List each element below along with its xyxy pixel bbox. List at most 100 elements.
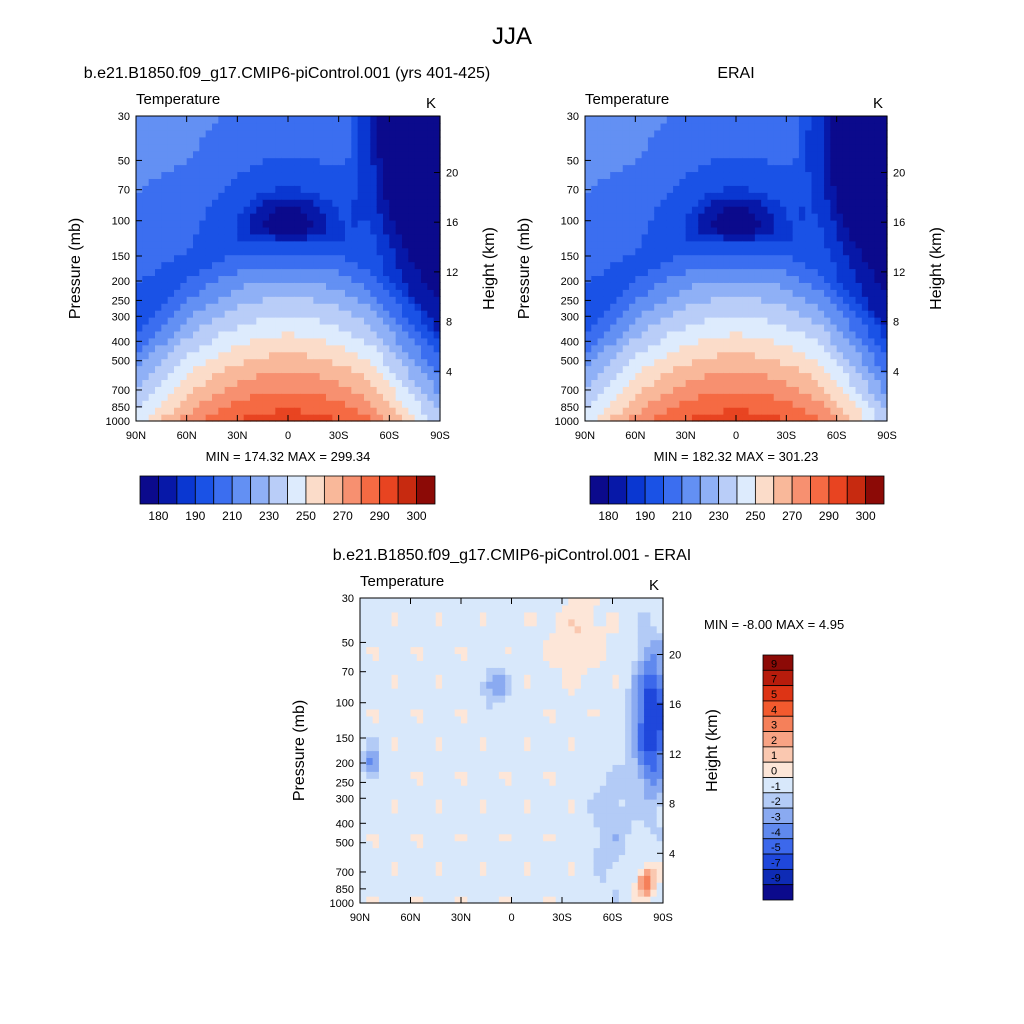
field-cell <box>704 317 712 325</box>
field-cell <box>262 116 270 124</box>
field-cell <box>378 889 386 897</box>
field-cell <box>842 219 850 228</box>
field-cell <box>654 414 662 422</box>
field-cell <box>262 185 270 193</box>
field-cell <box>817 379 825 387</box>
field-cell <box>383 268 390 277</box>
field-cell <box>256 414 264 422</box>
field-cell <box>155 414 162 422</box>
field-cell <box>180 400 188 408</box>
field-cell <box>281 129 289 138</box>
field-cell <box>193 178 200 186</box>
field-cell <box>861 240 869 249</box>
field-cell <box>243 171 251 179</box>
field-cell <box>427 226 435 235</box>
field-cell <box>250 178 257 186</box>
field-cell <box>410 688 418 696</box>
field-cell <box>585 358 592 367</box>
field-cell <box>231 213 238 221</box>
field-cell <box>404 833 412 842</box>
field-cell <box>410 708 418 717</box>
field-cell <box>148 365 156 374</box>
field-cell <box>366 840 374 849</box>
field-cell <box>416 882 424 890</box>
field-cell <box>861 310 869 318</box>
field-cell <box>849 213 857 221</box>
field-cell <box>842 407 850 415</box>
field-cell <box>385 632 393 641</box>
field-cell <box>616 337 624 346</box>
field-cell <box>319 213 327 221</box>
field-cell <box>616 171 624 179</box>
field-cell <box>237 206 245 214</box>
field-cell <box>421 282 428 290</box>
field-cell <box>281 254 289 263</box>
field-cell <box>666 199 674 207</box>
field-cell <box>313 247 321 256</box>
field-cell <box>307 185 314 193</box>
field-cell <box>136 219 143 228</box>
field-cell <box>641 317 649 325</box>
field-cell <box>435 847 443 856</box>
field-cell <box>262 261 270 270</box>
field-cell <box>880 233 888 242</box>
field-cell <box>868 282 876 290</box>
field-cell <box>830 171 838 179</box>
field-cell <box>180 323 188 332</box>
colorbar-label: 210 <box>672 509 692 523</box>
field-cell <box>723 282 731 290</box>
field-cell <box>761 351 769 360</box>
field-cell <box>174 323 181 332</box>
field-cell <box>429 778 437 786</box>
field-cell <box>429 896 437 904</box>
field-cell <box>231 379 238 387</box>
field-cell <box>861 400 869 408</box>
field-cell <box>404 646 412 655</box>
field-cell <box>773 240 781 249</box>
field-cell <box>395 136 403 145</box>
field-cell <box>205 372 213 381</box>
field-cell <box>275 192 283 200</box>
field-cell <box>148 240 156 249</box>
field-cell <box>319 289 327 297</box>
field-cell <box>773 372 781 381</box>
field-cell <box>742 240 750 249</box>
field-cell <box>307 219 314 228</box>
field-cell <box>585 372 592 381</box>
field-cell <box>389 275 397 283</box>
field-cell <box>849 296 857 304</box>
field-cell <box>218 317 226 325</box>
field-cell <box>780 136 787 145</box>
field-cell <box>792 129 800 138</box>
field-cell <box>414 240 422 249</box>
field-cell <box>427 150 435 159</box>
field-cell <box>199 400 207 408</box>
field-cell <box>391 764 399 772</box>
field-cell <box>591 303 599 311</box>
field-cell <box>736 275 743 283</box>
field-cell <box>622 171 630 179</box>
field-cell <box>397 688 405 696</box>
field-cell <box>811 337 819 346</box>
field-cell <box>357 372 365 381</box>
x-tick-label: 60N <box>625 430 645 442</box>
field-cell <box>666 275 674 283</box>
field-cell <box>874 268 882 277</box>
field-cell <box>647 303 655 311</box>
field-cell <box>754 185 762 193</box>
field-cell <box>161 164 169 173</box>
field-cell <box>205 358 213 367</box>
field-cell <box>673 199 680 207</box>
field-cell <box>408 310 416 318</box>
field-cell <box>224 206 232 214</box>
field-cell <box>250 199 257 207</box>
x-tick-label: 60S <box>827 430 847 442</box>
x-tick-label: 30S <box>777 430 797 442</box>
field-cell <box>383 226 390 235</box>
y-tick-label: 50 <box>118 155 130 167</box>
field-cell <box>861 275 869 283</box>
field-cell <box>423 722 431 731</box>
field-cell <box>710 365 718 374</box>
field-cell <box>767 303 775 311</box>
field-cell <box>300 199 308 207</box>
